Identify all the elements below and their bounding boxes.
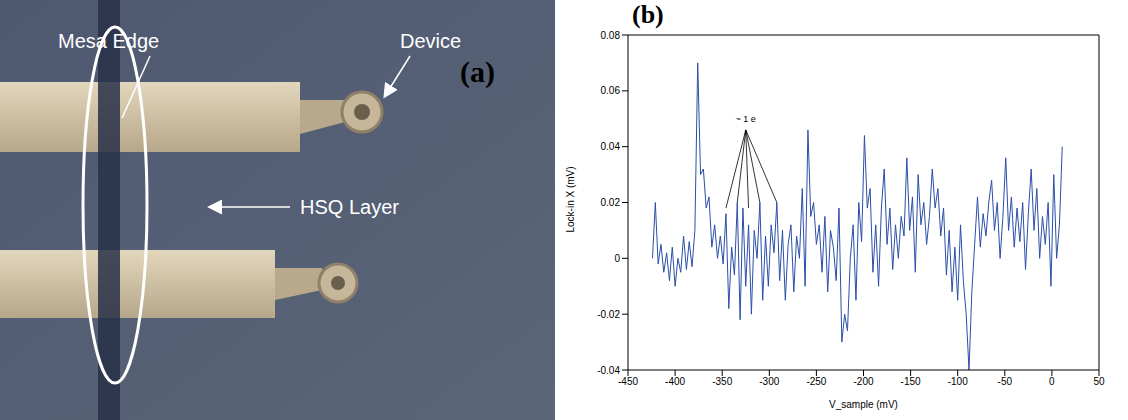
svg-text:50: 50	[1093, 376, 1105, 387]
svg-text:-450: -450	[618, 376, 638, 387]
svg-text:HSQ Layer: HSQ Layer	[300, 196, 399, 218]
svg-text:~ 1 e: ~ 1 e	[736, 114, 756, 124]
svg-text:Lock-in X (mV): Lock-in X (mV)	[565, 166, 576, 232]
svg-text:V_sample (mV): V_sample (mV)	[829, 399, 898, 410]
svg-text:Mesa Edge: Mesa Edge	[58, 30, 159, 52]
svg-text:-350: -350	[712, 376, 732, 387]
svg-text:-50: -50	[998, 376, 1013, 387]
svg-text:-200: -200	[853, 376, 873, 387]
svg-text:0.06: 0.06	[601, 85, 621, 96]
html-text:(b): (b)	[632, 0, 664, 29]
svg-text:-100: -100	[948, 376, 968, 387]
svg-text:-400: -400	[665, 376, 685, 387]
svg-text:-300: -300	[759, 376, 779, 387]
svg-text:(a): (a)	[460, 55, 495, 89]
svg-text:Device: Device	[400, 30, 461, 52]
svg-text:-250: -250	[806, 376, 826, 387]
svg-text:0: 0	[614, 253, 620, 264]
svg-text:0.02: 0.02	[601, 197, 621, 208]
svg-text:0: 0	[1049, 376, 1055, 387]
svg-text:-0.02: -0.02	[597, 309, 620, 320]
svg-text:0.08: 0.08	[601, 30, 621, 41]
svg-text:0.04: 0.04	[601, 141, 621, 152]
svg-text:-0.04: -0.04	[597, 365, 620, 376]
svg-text:-150: -150	[901, 376, 921, 387]
